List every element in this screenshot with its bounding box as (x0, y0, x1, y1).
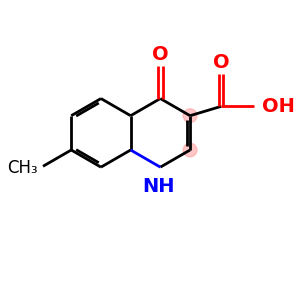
Text: O: O (213, 53, 230, 72)
Circle shape (183, 109, 197, 123)
Circle shape (183, 143, 197, 157)
Text: NH: NH (142, 177, 175, 196)
Text: O: O (152, 45, 169, 64)
Text: CH₃: CH₃ (7, 159, 38, 177)
Text: OH: OH (262, 97, 295, 116)
